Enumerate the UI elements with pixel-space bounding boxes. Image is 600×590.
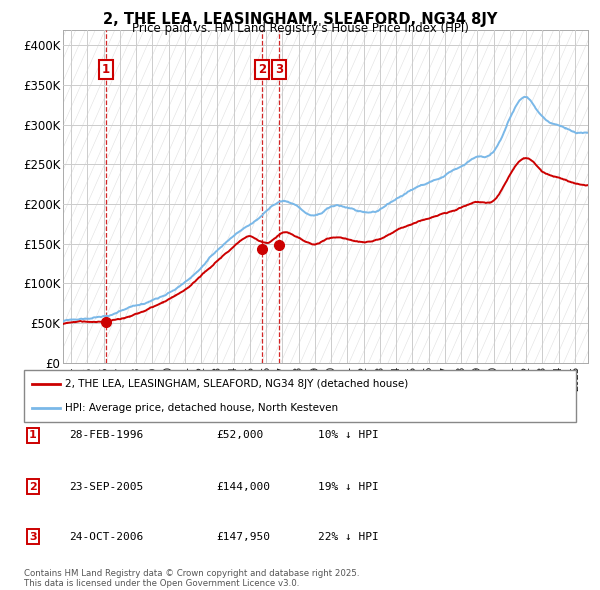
Text: £147,950: £147,950 (216, 532, 270, 542)
Text: 3: 3 (29, 532, 37, 542)
Text: 1: 1 (29, 431, 37, 440)
Text: £144,000: £144,000 (216, 482, 270, 491)
Text: 2: 2 (29, 482, 37, 491)
Text: 22% ↓ HPI: 22% ↓ HPI (318, 532, 379, 542)
Text: 19% ↓ HPI: 19% ↓ HPI (318, 482, 379, 491)
Text: HPI: Average price, detached house, North Kesteven: HPI: Average price, detached house, Nort… (65, 403, 338, 413)
Text: 3: 3 (275, 63, 283, 76)
Text: 28-FEB-1996: 28-FEB-1996 (69, 431, 143, 440)
Text: 2: 2 (258, 63, 266, 76)
Text: 23-SEP-2005: 23-SEP-2005 (69, 482, 143, 491)
Text: 2, THE LEA, LEASINGHAM, SLEAFORD, NG34 8JY: 2, THE LEA, LEASINGHAM, SLEAFORD, NG34 8… (103, 12, 497, 27)
Text: 1: 1 (102, 63, 110, 76)
Text: £52,000: £52,000 (216, 431, 263, 440)
Text: Contains HM Land Registry data © Crown copyright and database right 2025.
This d: Contains HM Land Registry data © Crown c… (24, 569, 359, 588)
FancyBboxPatch shape (24, 370, 576, 422)
Text: Price paid vs. HM Land Registry's House Price Index (HPI): Price paid vs. HM Land Registry's House … (131, 22, 469, 35)
Text: 2, THE LEA, LEASINGHAM, SLEAFORD, NG34 8JY (detached house): 2, THE LEA, LEASINGHAM, SLEAFORD, NG34 8… (65, 379, 409, 389)
Text: 24-OCT-2006: 24-OCT-2006 (69, 532, 143, 542)
Text: 10% ↓ HPI: 10% ↓ HPI (318, 431, 379, 440)
